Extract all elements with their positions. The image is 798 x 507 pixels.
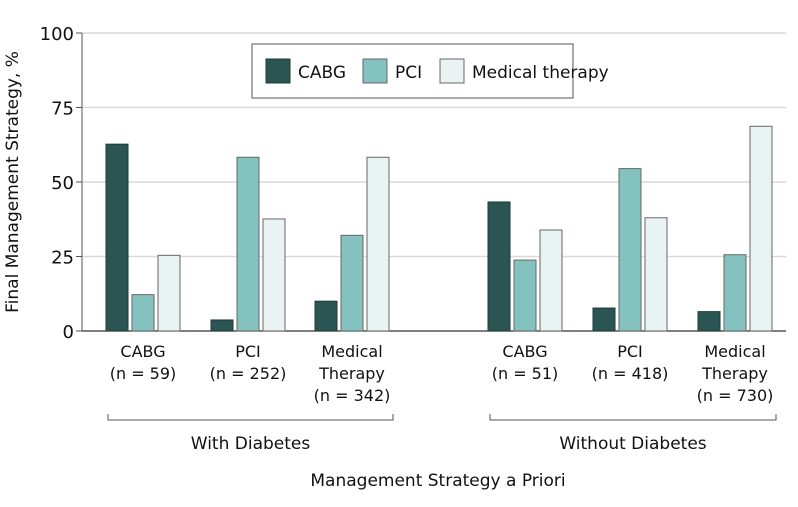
category-label: Medical: [704, 342, 765, 361]
category-label: CABG: [502, 342, 547, 361]
category-n-label: (n = 59): [110, 364, 177, 383]
y-tick-label: 0: [63, 322, 74, 343]
group-label: With Diabetes: [191, 434, 311, 454]
group-bracket: [489, 414, 777, 421]
bar-pci: [513, 259, 537, 332]
bar-cabg: [697, 311, 721, 332]
category-n-label: (n = 342): [314, 386, 391, 405]
category-n-label: (n = 51): [492, 364, 559, 383]
bar-cabg: [314, 300, 338, 332]
legend-label: Medical therapy: [472, 63, 609, 83]
category-label: PCI: [617, 342, 643, 361]
category-label: PCI: [235, 342, 261, 361]
bar-medical-therapy: [644, 217, 668, 332]
category-label: CABG: [120, 342, 165, 361]
x-axis-label: Management Strategy a Priori: [310, 471, 565, 491]
legend-label: PCI: [395, 63, 422, 83]
bar-pci: [236, 156, 260, 332]
bar-cabg: [105, 143, 129, 332]
category-label: Medical: [321, 342, 382, 361]
bar-medical-therapy: [539, 229, 563, 332]
bar-pci: [723, 254, 747, 332]
group-label: Without Diabetes: [559, 434, 706, 454]
category-n-label: (n = 252): [210, 364, 287, 383]
legend-swatch: [439, 58, 465, 84]
y-tick-label: 25: [51, 248, 74, 269]
bar-medical-therapy: [749, 125, 773, 332]
category-label: Therapy: [701, 364, 768, 383]
category-label: Therapy: [318, 364, 385, 383]
bar-medical-therapy: [366, 156, 390, 332]
y-tick-label: 100: [40, 24, 74, 45]
y-tick-label: 75: [51, 99, 74, 120]
category-n-label: (n = 730): [697, 386, 774, 405]
bar-medical-therapy: [262, 218, 286, 332]
group-bracket: [107, 414, 394, 421]
y-axis-label: Final Management Strategy, %: [3, 51, 23, 313]
bar-cabg: [487, 201, 511, 332]
bar-cabg: [592, 307, 616, 332]
legend: [251, 43, 574, 99]
legend-swatch: [265, 58, 291, 84]
y-tick-label: 50: [51, 173, 74, 194]
bar-pci: [618, 168, 642, 332]
bar-pci: [340, 234, 364, 332]
bar-cabg: [210, 319, 234, 332]
legend-swatch: [362, 58, 388, 84]
bar-pci: [131, 294, 155, 332]
category-n-label: (n = 418): [592, 364, 669, 383]
legend-label: CABG: [298, 63, 346, 83]
bar-medical-therapy: [157, 254, 181, 332]
